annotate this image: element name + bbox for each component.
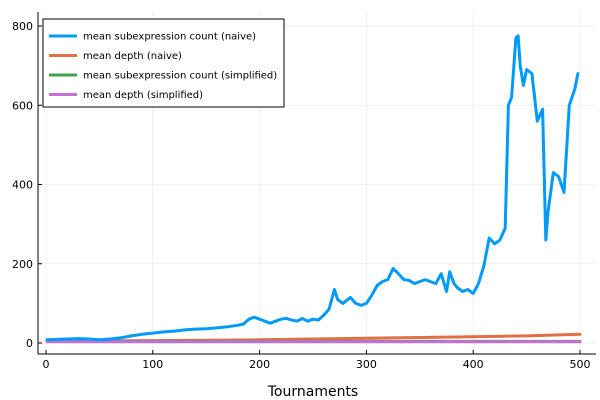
y-tick-label-2: 400 (12, 179, 33, 192)
y-ticks: 0 200 400 600 800 (12, 20, 42, 350)
series-lines (45, 34, 582, 344)
x-tick-label-0: 0 (43, 358, 50, 371)
legend-label-2: mean subexpression count (simplified) (83, 71, 277, 82)
legend-label-0: mean subexpression count (naive) (83, 32, 256, 43)
x-axis-title: Tournaments (267, 384, 358, 400)
y-tick-label-1: 200 (12, 258, 33, 271)
legend-label-3: mean depth (simplified) (83, 90, 203, 101)
x-ticks: 0 100 200 300 400 500 (43, 350, 591, 371)
legend: mean subexpression count (naive) mean dep… (42, 18, 285, 108)
x-tick-label-4: 400 (463, 358, 484, 371)
axes (37, 12, 596, 355)
y-tick-label-3: 600 (12, 99, 33, 112)
y-tick-label-0: 0 (26, 337, 33, 350)
legend-box (42, 18, 285, 108)
y-tick-label-4: 800 (12, 20, 33, 33)
x-tick-label-1: 100 (142, 358, 163, 371)
legend-label-1: mean depth (naive) (83, 51, 182, 62)
x-tick-label-3: 300 (356, 358, 377, 371)
series-line-0 (45, 34, 580, 342)
x-tick-label-2: 200 (249, 358, 270, 371)
x-tick-label-5: 500 (570, 358, 591, 371)
